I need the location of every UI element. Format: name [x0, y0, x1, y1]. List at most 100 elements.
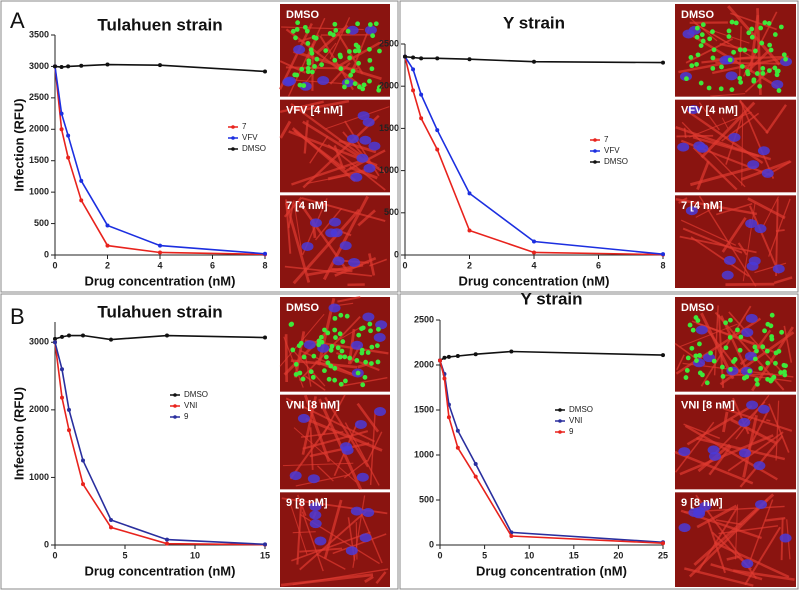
parasite	[760, 70, 766, 76]
fiber	[722, 411, 729, 433]
parasite	[340, 339, 346, 344]
parasite	[347, 355, 353, 361]
nucleus	[726, 366, 739, 376]
nucleus	[687, 104, 700, 114]
series-line	[439, 360, 664, 544]
nucleus	[753, 461, 766, 471]
image-label: 9 [8 nM]	[286, 497, 328, 509]
data-point	[532, 239, 536, 244]
fiber	[327, 144, 386, 191]
parasite	[375, 359, 381, 365]
parasite	[332, 21, 338, 27]
parasite	[337, 52, 343, 58]
fiber	[679, 434, 774, 476]
parasite	[369, 344, 375, 350]
data-point	[53, 336, 57, 341]
fiber	[685, 38, 734, 64]
fiber	[295, 474, 351, 487]
x-tick-label: 20	[613, 550, 623, 560]
parasite	[694, 34, 700, 40]
fiber	[369, 411, 376, 485]
parasite	[347, 55, 353, 61]
nucleus	[362, 312, 375, 322]
x-tick-label: 0	[402, 260, 407, 270]
nucleus	[363, 163, 376, 173]
legend-marker	[593, 160, 597, 164]
y-tick-label: 0	[394, 249, 399, 259]
x-tick-label: 4	[157, 260, 162, 270]
data-point	[81, 333, 85, 338]
legend-marker	[558, 419, 562, 423]
nucleus	[293, 45, 306, 55]
legend-marker	[173, 393, 177, 397]
nucleus	[757, 404, 770, 414]
nucleus	[356, 472, 369, 482]
fiber	[783, 325, 793, 363]
parasite	[348, 72, 354, 78]
data-point	[661, 353, 665, 358]
y-tick-label: 500	[34, 218, 49, 228]
series-line	[54, 334, 266, 341]
nucleus	[747, 160, 760, 170]
parasite	[295, 20, 301, 26]
data-point	[109, 337, 113, 342]
data-point	[419, 56, 424, 61]
data-point	[661, 60, 665, 65]
fiber	[331, 267, 353, 273]
panel-frame	[399, 293, 799, 590]
parasite	[376, 87, 382, 93]
y-tick-label: 0	[44, 539, 49, 549]
data-point	[509, 534, 514, 538]
data-point	[165, 541, 169, 546]
fiber	[768, 403, 790, 453]
image-label: DMSO	[681, 302, 714, 314]
parasite	[316, 338, 322, 344]
fiber	[304, 375, 326, 391]
nucleus	[297, 413, 310, 423]
fiber	[748, 499, 774, 565]
x-tick-label: 8	[660, 260, 665, 270]
parasite	[719, 364, 725, 370]
parasite	[305, 65, 311, 71]
nucleus	[364, 25, 377, 35]
parasite	[332, 57, 338, 63]
fiber	[721, 117, 729, 129]
parasite	[309, 50, 315, 56]
parasite	[355, 370, 361, 376]
nucleus	[761, 168, 774, 178]
y-tick-label: 2000	[379, 81, 399, 91]
fiber	[332, 533, 387, 555]
fiber	[368, 253, 376, 276]
series-line	[54, 66, 266, 255]
fiber	[739, 99, 775, 179]
data-point	[79, 198, 84, 203]
parasite	[683, 375, 689, 380]
nucleus	[359, 135, 372, 145]
fiber	[696, 504, 738, 529]
parasite	[752, 356, 758, 362]
nucleus	[330, 228, 343, 238]
parasite	[762, 20, 768, 26]
data-point	[473, 352, 478, 357]
data-point	[105, 62, 110, 67]
parasite	[356, 48, 362, 54]
parasite	[752, 48, 758, 54]
parasite	[352, 48, 358, 54]
fiber	[306, 174, 350, 185]
parasite	[288, 322, 294, 327]
fiber	[290, 347, 326, 387]
fiber	[292, 531, 316, 534]
legend-label: DMSO	[569, 405, 593, 414]
parasite	[754, 377, 760, 383]
parasite	[325, 330, 331, 336]
nucleus	[741, 559, 754, 569]
fiber	[727, 431, 784, 472]
fiber	[314, 207, 343, 241]
parasite	[335, 345, 341, 351]
fiber	[318, 398, 363, 490]
fiber	[316, 553, 346, 570]
x-tick-label: 10	[524, 550, 534, 560]
parasite	[759, 40, 765, 46]
data-point	[79, 178, 84, 183]
data-point	[455, 354, 460, 358]
